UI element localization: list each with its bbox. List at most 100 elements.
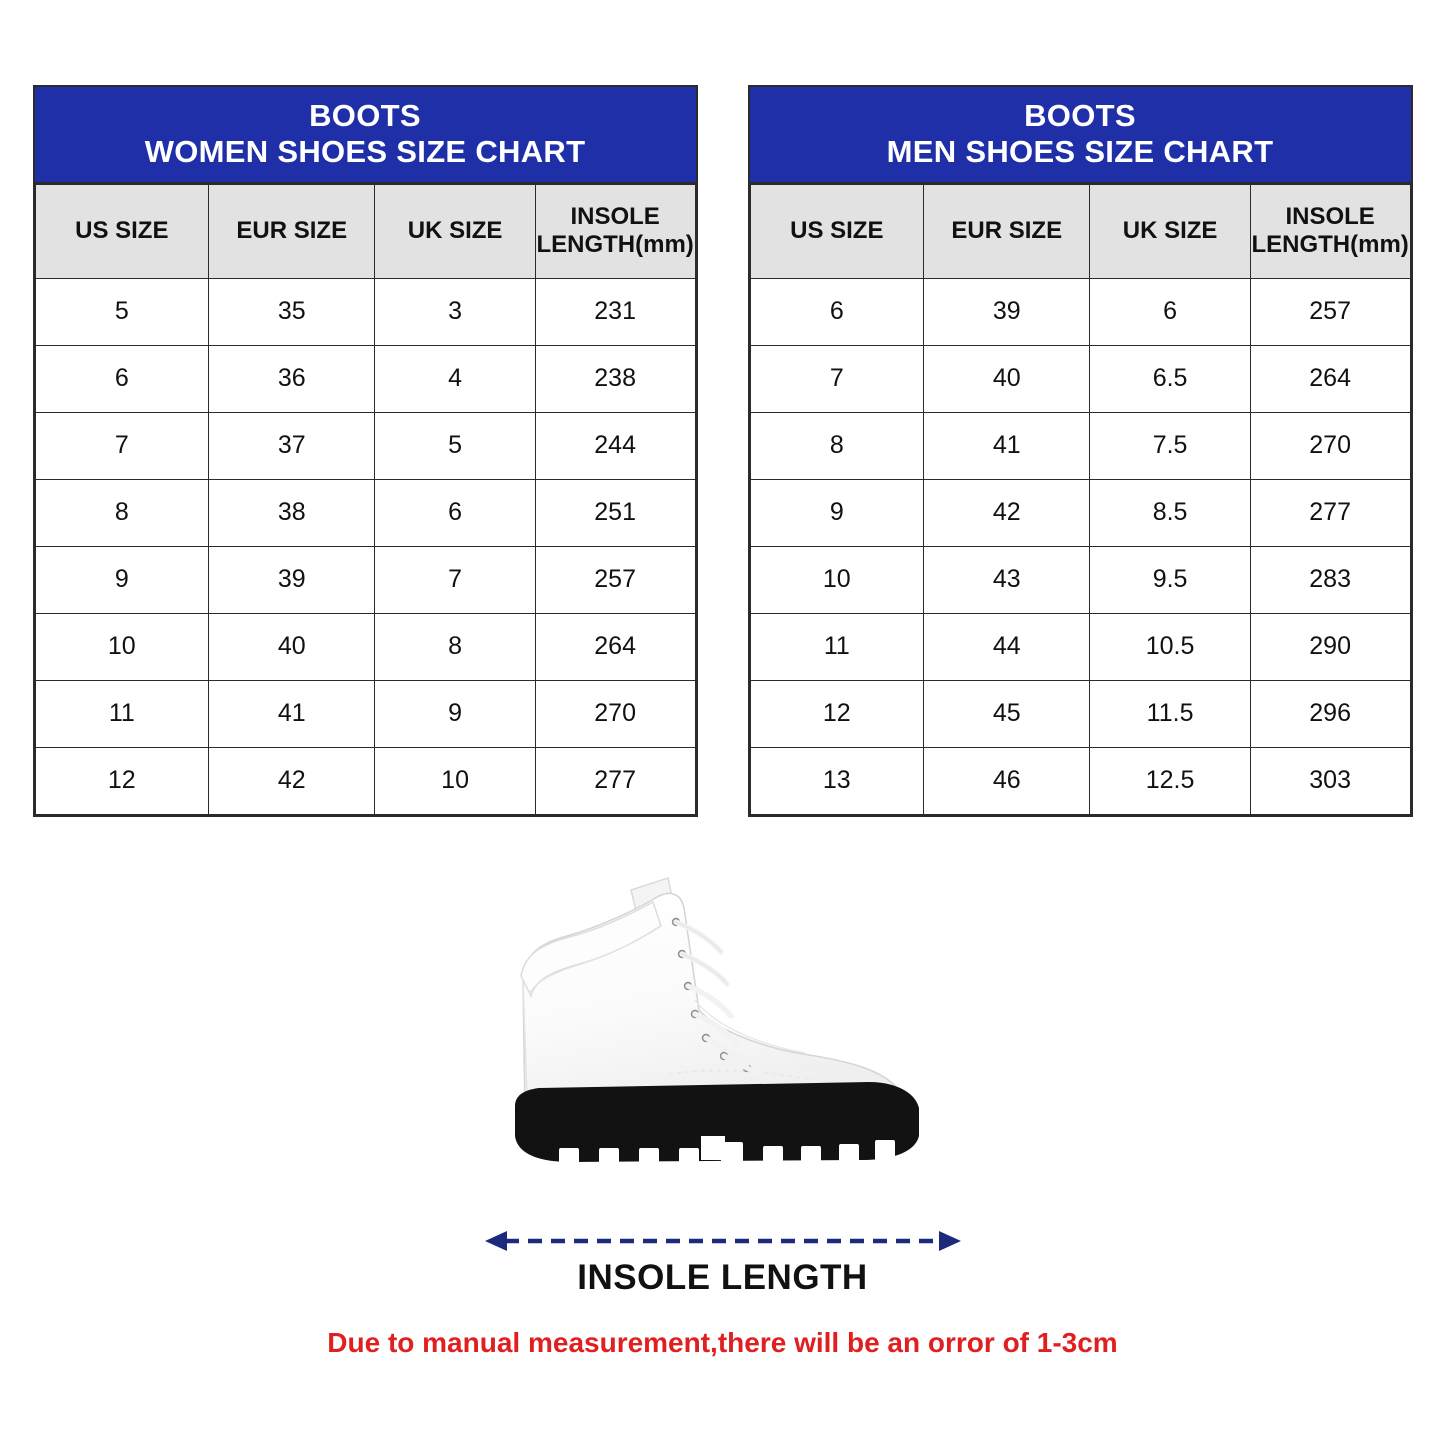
women-chart-title-line2: WOMEN SHOES SIZE CHART bbox=[144, 133, 586, 169]
cell-us: 12 bbox=[749, 679, 925, 748]
cell-insole: 264 bbox=[534, 612, 696, 681]
men-size-chart: BOOTS MEN SHOES SIZE CHART US SIZE EUR S… bbox=[747, 85, 1413, 817]
cell-insole: 264 bbox=[1249, 344, 1411, 413]
cell-us: 12 bbox=[34, 746, 210, 815]
boot-icon bbox=[514, 877, 919, 1164]
cell-us: 7 bbox=[749, 344, 925, 413]
cell-uk: 11.5 bbox=[1089, 679, 1251, 748]
cell-us: 11 bbox=[34, 679, 210, 748]
cell-uk: 12.5 bbox=[1089, 746, 1251, 815]
column-header-eur-size: EUR SIZE bbox=[923, 183, 1091, 279]
column-header-insole-length: INSOLE LENGTH(mm) bbox=[1249, 183, 1411, 279]
double-arrow-icon bbox=[484, 1231, 961, 1251]
cell-eur: 46 bbox=[923, 746, 1091, 815]
cell-insole: 296 bbox=[1249, 679, 1411, 748]
cell-uk: 4 bbox=[374, 344, 536, 413]
insole-measure-arrow bbox=[0, 1228, 1445, 1258]
column-header-us-size: US SIZE bbox=[749, 183, 925, 279]
cell-insole: 257 bbox=[1249, 277, 1411, 346]
table-row: 11 44 10.5 290 bbox=[749, 612, 1411, 681]
cell-uk: 7 bbox=[374, 545, 536, 614]
column-header-text: UK SIZE bbox=[1122, 217, 1218, 244]
cell-us: 6 bbox=[749, 277, 925, 346]
cell-insole: 277 bbox=[1249, 478, 1411, 547]
men-chart-title-line2: MEN SHOES SIZE CHART bbox=[886, 133, 1274, 169]
cell-insole: 257 bbox=[534, 545, 696, 614]
table-row: 10 40 8 264 bbox=[34, 612, 696, 681]
men-chart-title-line1: BOOTS bbox=[1024, 98, 1136, 133]
table-row: 5 35 3 231 bbox=[34, 277, 696, 346]
table-row: 8 38 6 251 bbox=[34, 478, 696, 547]
table-row: 7 40 6.5 264 bbox=[749, 344, 1411, 413]
insole-length-label: INSOLE LENGTH bbox=[577, 1258, 868, 1297]
cell-eur: 35 bbox=[208, 277, 376, 346]
table-row: 6 39 6 257 bbox=[749, 277, 1411, 346]
cell-eur: 45 bbox=[923, 679, 1091, 748]
boot-illustration-area bbox=[0, 860, 1445, 1220]
cell-insole: 244 bbox=[534, 411, 696, 480]
cell-eur: 42 bbox=[208, 746, 376, 815]
cell-uk: 5 bbox=[374, 411, 536, 480]
table-header-row: US SIZE EUR SIZE UK SIZE INSOLE LENGTH(m… bbox=[34, 183, 696, 279]
cell-insole: 251 bbox=[534, 478, 696, 547]
cell-eur: 39 bbox=[923, 277, 1091, 346]
cell-uk: 6.5 bbox=[1089, 344, 1251, 413]
cell-eur: 39 bbox=[208, 545, 376, 614]
table-header-row: US SIZE EUR SIZE UK SIZE INSOLE LENGTH(m… bbox=[749, 183, 1411, 279]
women-size-table: US SIZE EUR SIZE UK SIZE INSOLE LENGTH(m… bbox=[34, 183, 696, 815]
table-row: 6 36 4 238 bbox=[34, 344, 696, 413]
cell-eur: 40 bbox=[923, 344, 1091, 413]
cell-eur: 41 bbox=[208, 679, 376, 748]
table-row: 11 41 9 270 bbox=[34, 679, 696, 748]
cell-eur: 41 bbox=[923, 411, 1091, 480]
measurement-note: Due to manual measurement,there will be … bbox=[327, 1327, 1118, 1358]
cell-us: 5 bbox=[34, 277, 210, 346]
cell-eur: 44 bbox=[923, 612, 1091, 681]
column-header-text-line1: INSOLE bbox=[1285, 202, 1375, 230]
cell-insole: 283 bbox=[1249, 545, 1411, 614]
cell-insole: 277 bbox=[534, 746, 696, 815]
cell-eur: 43 bbox=[923, 545, 1091, 614]
table-row: 9 39 7 257 bbox=[34, 545, 696, 614]
column-header-text: US SIZE bbox=[75, 217, 169, 244]
cell-uk: 6 bbox=[1089, 277, 1251, 346]
women-chart-title: BOOTS WOMEN SHOES SIZE CHART bbox=[34, 87, 696, 184]
men-size-table: US SIZE EUR SIZE UK SIZE INSOLE LENGTH(m… bbox=[749, 183, 1411, 815]
column-header-uk-size: UK SIZE bbox=[374, 183, 536, 279]
cell-insole: 290 bbox=[1249, 612, 1411, 681]
table-row: 8 41 7.5 270 bbox=[749, 411, 1411, 480]
cell-us: 10 bbox=[34, 612, 210, 681]
cell-uk: 6 bbox=[374, 478, 536, 547]
column-header-text: US SIZE bbox=[790, 217, 884, 244]
cell-uk: 10.5 bbox=[1089, 612, 1251, 681]
column-header-insole-length: INSOLE LENGTH(mm) bbox=[534, 183, 696, 279]
cell-uk: 9 bbox=[374, 679, 536, 748]
cell-us: 8 bbox=[749, 411, 925, 480]
women-size-chart: BOOTS WOMEN SHOES SIZE CHART US SIZE EUR… bbox=[32, 85, 698, 817]
men-chart-title: BOOTS MEN SHOES SIZE CHART bbox=[749, 87, 1411, 184]
cell-uk: 3 bbox=[374, 277, 536, 346]
sole-tread bbox=[558, 1140, 895, 1164]
column-header-text-line2: LENGTH(mm) bbox=[536, 231, 694, 259]
cell-us: 9 bbox=[749, 478, 925, 547]
cell-us: 9 bbox=[34, 545, 210, 614]
column-header-text: UK SIZE bbox=[407, 217, 503, 244]
cell-eur: 38 bbox=[208, 478, 376, 547]
table-row: 13 46 12.5 303 bbox=[749, 746, 1411, 815]
cell-uk: 7.5 bbox=[1089, 411, 1251, 480]
cell-insole: 270 bbox=[1249, 411, 1411, 480]
cell-insole: 303 bbox=[1249, 746, 1411, 815]
cell-insole: 231 bbox=[534, 277, 696, 346]
table-row: 12 42 10 277 bbox=[34, 746, 696, 815]
cell-uk: 9.5 bbox=[1089, 545, 1251, 614]
table-row: 10 43 9.5 283 bbox=[749, 545, 1411, 614]
cell-us: 7 bbox=[34, 411, 210, 480]
column-header-eur-size: EUR SIZE bbox=[208, 183, 376, 279]
cell-eur: 37 bbox=[208, 411, 376, 480]
cell-insole: 270 bbox=[534, 679, 696, 748]
cell-us: 10 bbox=[749, 545, 925, 614]
cell-uk: 10 bbox=[374, 746, 536, 815]
men-table-body: 6 39 6 257 7 40 6.5 264 8 41 7.5 270 9 42 8.5 277 10… bbox=[749, 277, 1411, 815]
column-header-text: EUR SIZE bbox=[951, 217, 1063, 244]
column-header-text-line2: LENGTH(mm) bbox=[1251, 231, 1409, 259]
